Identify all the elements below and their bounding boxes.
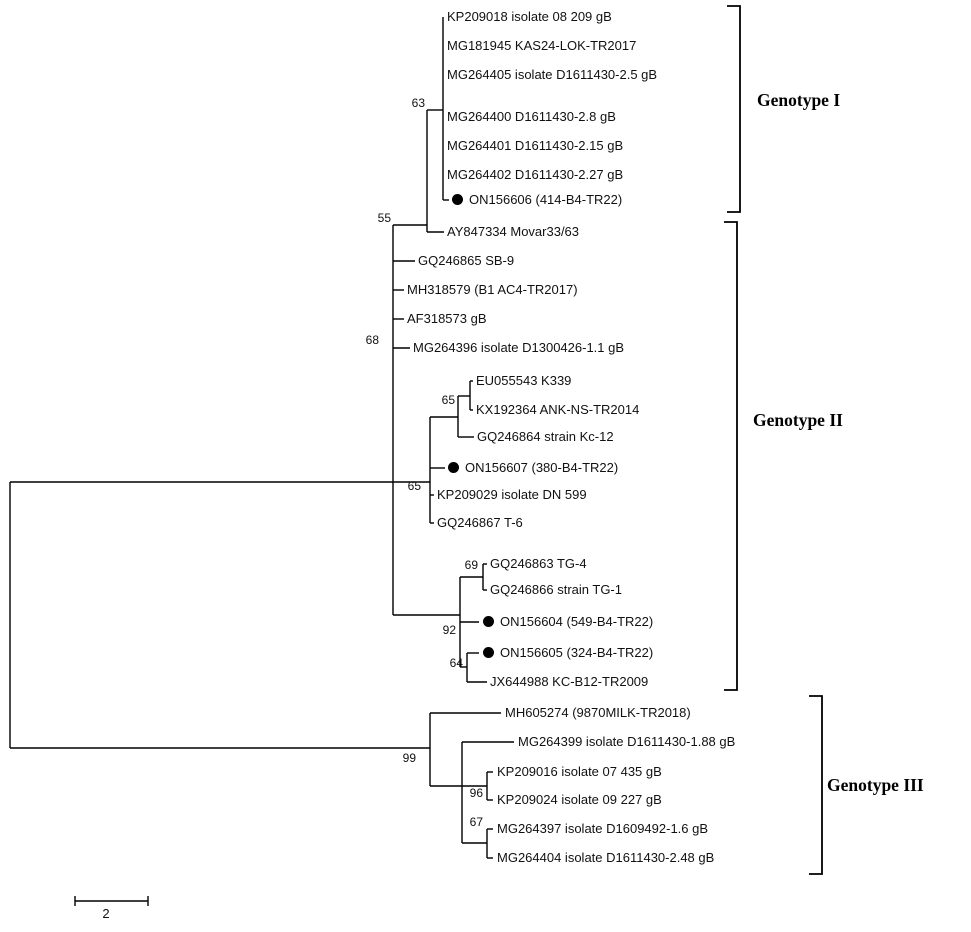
taxon-row: KP209024 isolate 09 227 gB — [497, 791, 662, 809]
taxon-row: KX192364 ANK-NS-TR2014 — [476, 401, 639, 419]
taxon-label: KP209029 isolate DN 599 — [437, 487, 587, 502]
taxon-row: KP209016 isolate 07 435 gB — [497, 763, 662, 781]
taxon-label: KP209016 isolate 07 435 gB — [497, 764, 662, 779]
taxon-label: ON156606 (414-B4-TR22) — [469, 192, 623, 207]
taxon-row: MG264399 isolate D1611430-1.88 gB — [518, 733, 735, 751]
taxon-label: AF318573 gB — [407, 311, 487, 326]
taxon-row: JX644988 KC-B12-TR2009 — [490, 673, 648, 691]
bootstrap-value: 65 — [441, 393, 455, 407]
taxon-label: GQ246867 T-6 — [437, 515, 523, 530]
taxon-label: MG264405 isolate D1611430-2.5 gB — [447, 67, 658, 82]
taxon-label: MG264404 isolate D1611430-2.48 gB — [497, 850, 715, 865]
taxon-row: ON156605 (324-B4-TR22) — [483, 644, 653, 662]
taxon-label: MG181945 KAS24-LOK-TR2017 — [447, 38, 637, 53]
taxon-label: GQ246866 strain TG-1 — [490, 582, 622, 597]
taxon-label: GQ246864 strain Kc-12 — [477, 429, 614, 444]
taxon-label: KP209024 isolate 09 227 gB — [497, 792, 662, 807]
taxon-row: MH605274 (9870MILK-TR2018) — [505, 704, 691, 722]
taxon-row: GQ246865 SB-9 — [418, 252, 514, 270]
taxon-label: EU055543 K339 — [476, 373, 572, 388]
bootstrap-value: 65 — [407, 479, 421, 493]
genotype-label: Genotype I — [757, 90, 841, 110]
taxon-label: GQ246865 SB-9 — [418, 253, 515, 268]
genotype-label: Genotype II — [753, 410, 843, 430]
bootstrap-value: 99 — [402, 751, 416, 765]
taxon-row: KP209018 isolate 08 209 gB — [447, 8, 612, 26]
taxon-label: MG264396 isolate D1300426-1.1 gB — [413, 340, 625, 355]
taxon-row: GQ246867 T-6 — [437, 514, 523, 532]
taxon-label: MH605274 (9870MILK-TR2018) — [505, 705, 691, 720]
taxon-row: EU055543 K339 — [476, 372, 571, 390]
taxon-row: MG181945 KAS24-LOK-TR2017 — [447, 37, 636, 55]
taxon-label: GQ246863 TG-4 — [490, 556, 587, 571]
taxon-row: GQ246863 TG-4 — [490, 555, 587, 573]
genotype-bracket — [727, 5, 741, 213]
taxon-row: MG264401 D1611430-2.15 gB — [447, 137, 623, 155]
taxon-label: AY847334 Movar33/63 — [447, 224, 580, 239]
taxon-marker-dot — [452, 194, 463, 205]
taxon-label: ON156607 (380-B4-TR22) — [465, 460, 619, 475]
taxon-row: MH318579 (B1 AC4-TR2017) — [407, 281, 578, 299]
taxon-label: MG264400 D1611430-2.8 gB — [447, 109, 616, 124]
bootstrap-value: 69 — [464, 558, 478, 572]
taxon-marker-dot — [483, 647, 494, 658]
taxon-row: MG264405 isolate D1611430-2.5 gB — [447, 66, 657, 84]
taxon-row: ON156604 (549-B4-TR22) — [483, 613, 653, 631]
scale-bar-label: 2 — [102, 906, 110, 921]
bootstrap-value: 92 — [442, 623, 456, 637]
taxon-row: MG264404 isolate D1611430-2.48 gB — [497, 849, 714, 867]
taxon-row: ON156607 (380-B4-TR22) — [448, 459, 618, 477]
taxon-label: KX192364 ANK-NS-TR2014 — [476, 402, 640, 417]
taxon-row: MG264396 isolate D1300426-1.1 gB — [413, 339, 624, 357]
taxon-marker-dot — [483, 616, 494, 627]
taxon-row: MG264397 isolate D1609492-1.6 gB — [497, 820, 708, 838]
taxon-row: MG264402 D1611430-2.27 gB — [447, 166, 623, 184]
taxon-label: MG264401 D1611430-2.15 gB — [447, 138, 624, 153]
bootstrap-value: 68 — [365, 333, 379, 347]
genotype-bracket — [724, 221, 738, 691]
taxon-label: JX644988 KC-B12-TR2009 — [490, 674, 649, 689]
taxon-row: KP209029 isolate DN 599 — [437, 486, 587, 504]
bootstrap-value: 63 — [411, 96, 425, 110]
taxon-row: GQ246864 strain Kc-12 — [477, 428, 614, 446]
taxon-label: KP209018 isolate 08 209 gB — [447, 9, 612, 24]
genotype-bracket — [809, 695, 823, 875]
taxon-row: GQ246866 strain TG-1 — [490, 581, 622, 599]
taxon-label: ON156605 (324-B4-TR22) — [500, 645, 654, 660]
taxon-row: AF318573 gB — [407, 310, 487, 328]
taxon-row: MG264400 D1611430-2.8 gB — [447, 108, 616, 126]
bootstrap-value: 55 — [377, 211, 391, 225]
genotype-label: Genotype III — [827, 775, 924, 795]
taxon-marker-dot — [448, 462, 459, 473]
taxon-label: MG264399 isolate D1611430-1.88 gB — [518, 734, 736, 749]
taxon-label: MH318579 (B1 AC4-TR2017) — [407, 282, 578, 297]
bootstrap-value: 67 — [469, 815, 483, 829]
taxon-label: ON156604 (549-B4-TR22) — [500, 614, 654, 629]
taxon-row: ON156606 (414-B4-TR22) — [452, 191, 622, 209]
bootstrap-value: 64 — [449, 656, 463, 670]
taxon-label: MG264397 isolate D1609492-1.6 gB — [497, 821, 709, 836]
taxon-row: AY847334 Movar33/63 — [447, 223, 579, 241]
taxon-label: MG264402 D1611430-2.27 gB — [447, 167, 624, 182]
bootstrap-value: 96 — [469, 786, 483, 800]
